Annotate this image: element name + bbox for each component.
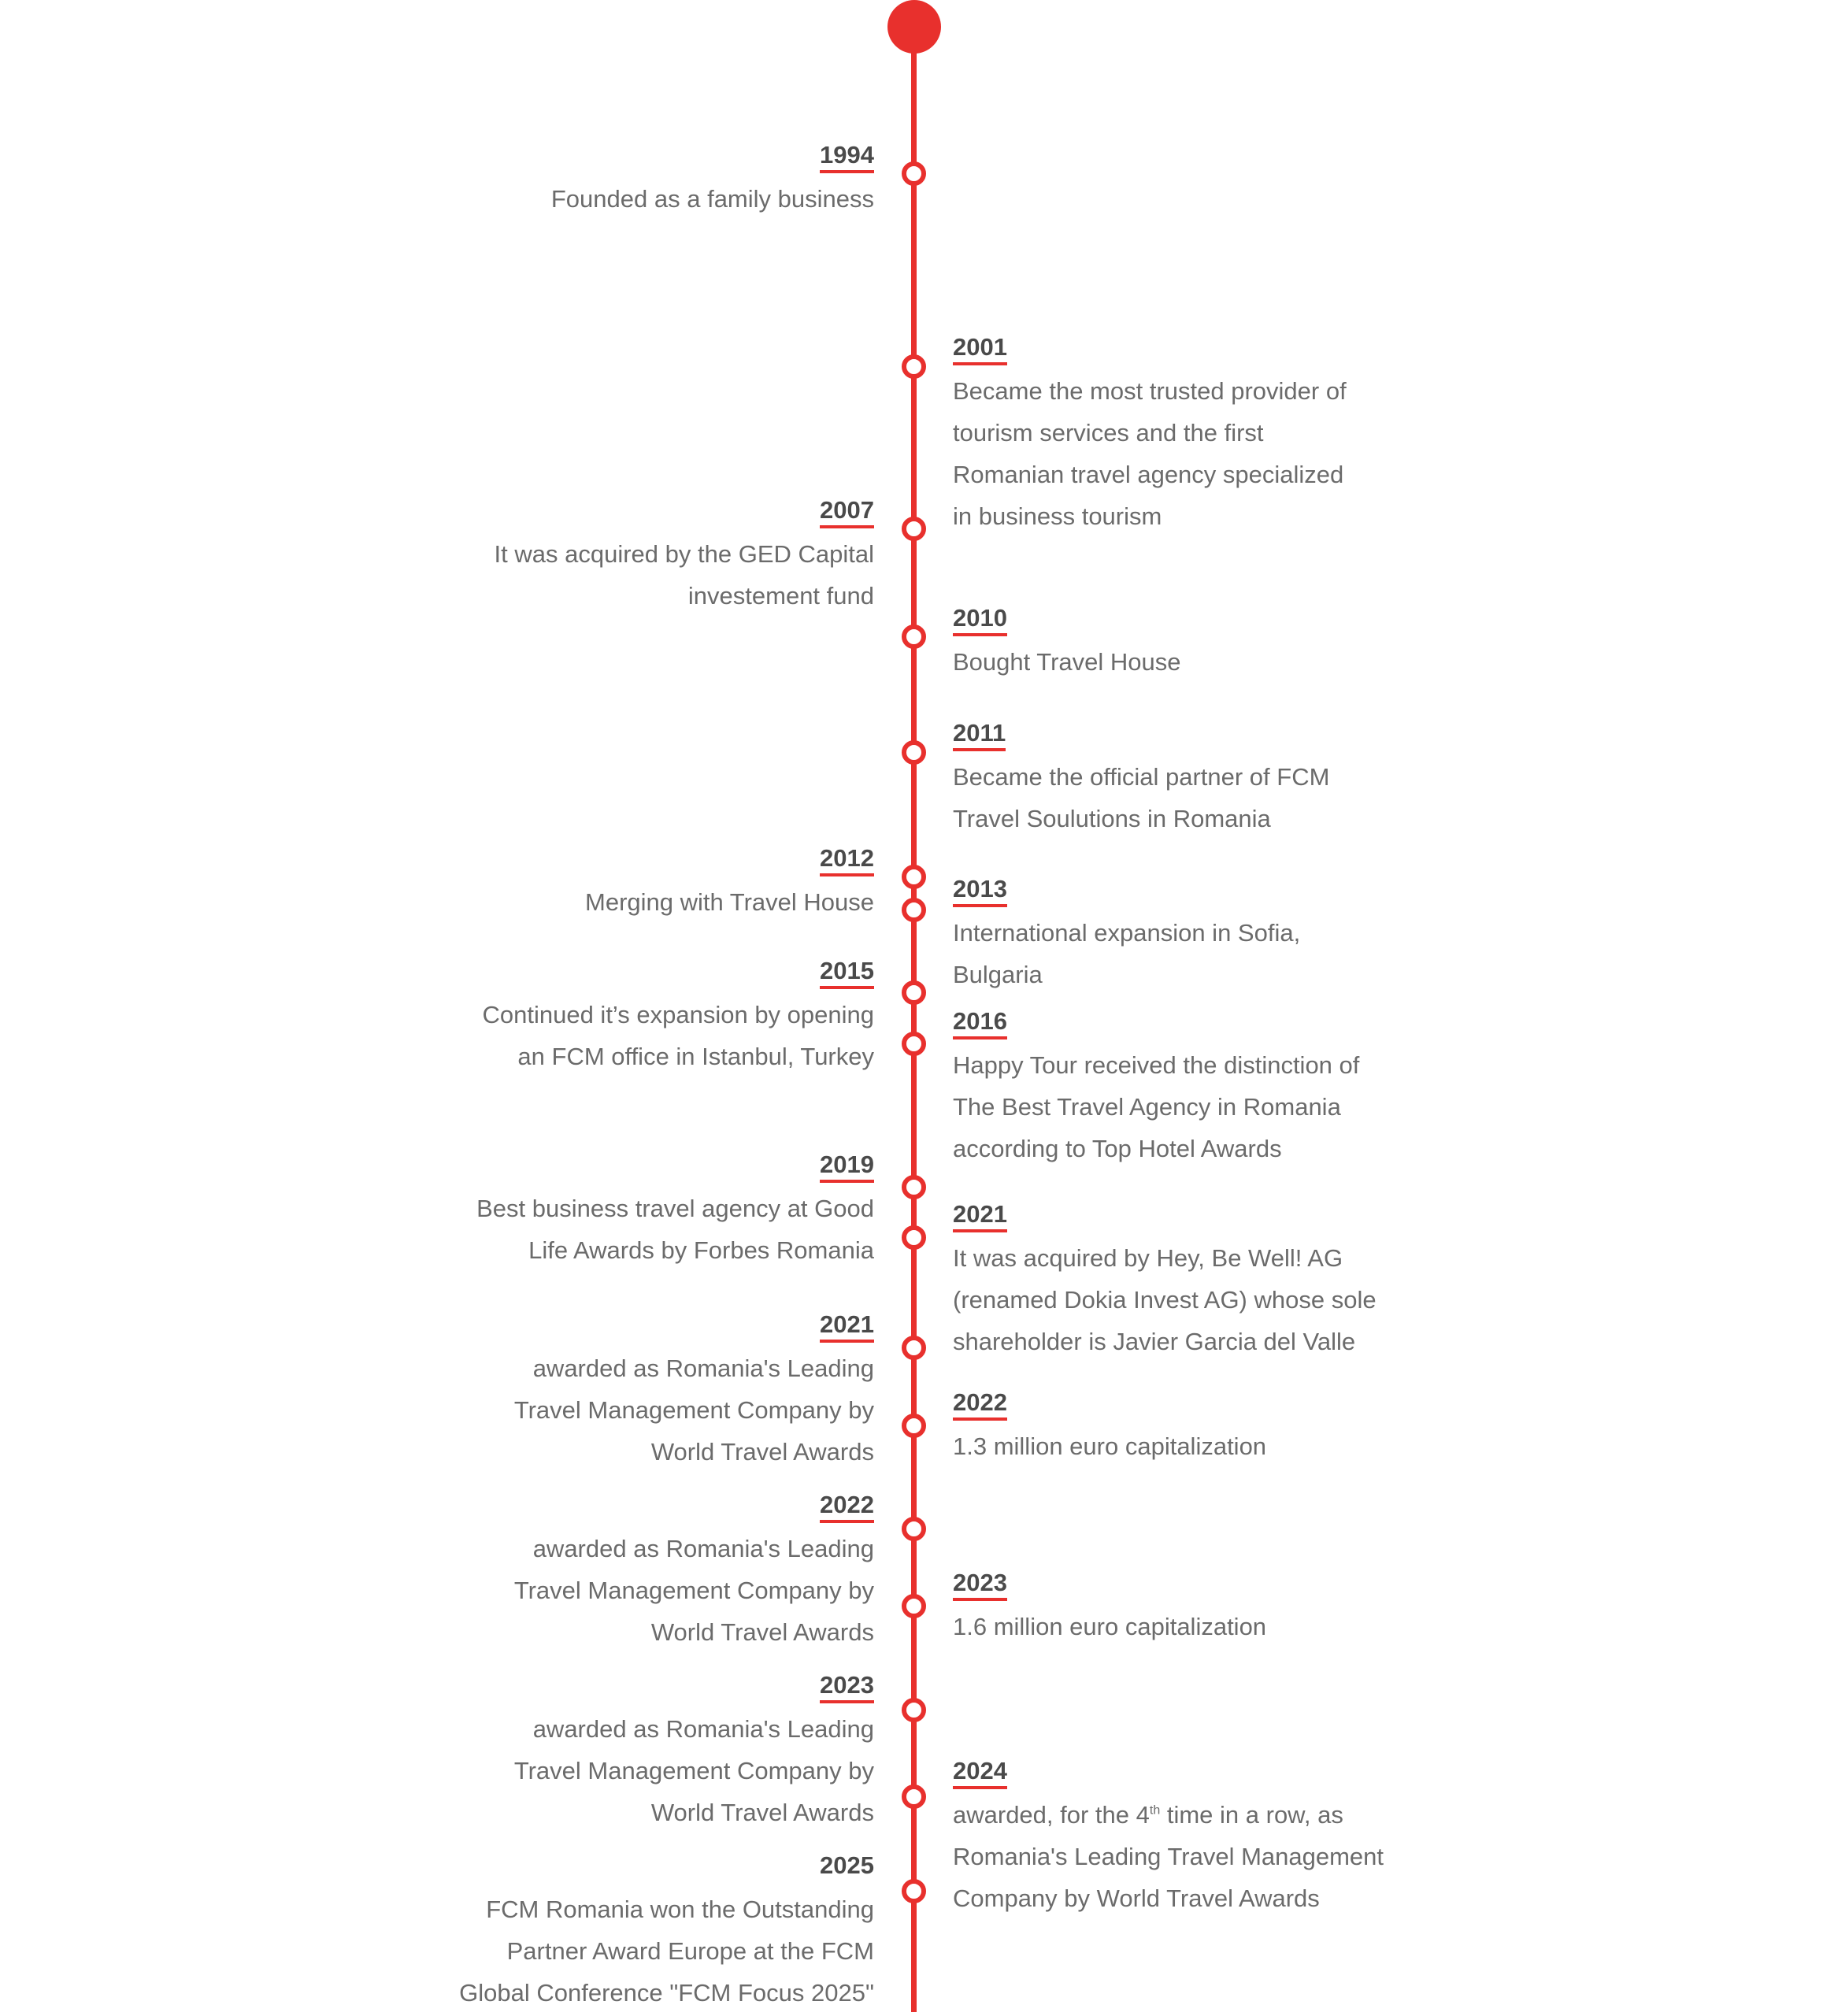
- timeline-marker-2023-left: [902, 1698, 926, 1722]
- event-description: Best business travel agency at Good Life…: [476, 1195, 874, 1264]
- event-description: Became the official partner of FCM Trave…: [953, 763, 1330, 832]
- event-description: awarded, for the 4th time in a row, as R…: [953, 1794, 1441, 1919]
- year-label: 2022: [820, 1492, 874, 1523]
- year-label: 2023: [820, 1672, 874, 1703]
- event-description: 1.6 million euro capitalization: [953, 1613, 1267, 1640]
- year-label: 2021: [820, 1311, 874, 1343]
- timeline-entry-1994: 1994 Founded as a family business: [386, 142, 874, 220]
- event-description: Bought Travel House: [953, 648, 1181, 676]
- timeline-entry-2021-right: 2021 It was acquired by Hey, Be Well! AG…: [953, 1201, 1441, 1362]
- timeline-entry-2019: 2019 Best business travel agency at Good…: [386, 1151, 874, 1271]
- timeline-marker-2021-right: [902, 1225, 926, 1250]
- timeline-entry-2001: 2001 Became the most trusted provider of…: [953, 334, 1441, 537]
- year-label: 2010: [953, 605, 1007, 636]
- event-description-part: awarded, for the 4: [953, 1801, 1150, 1829]
- timeline-marker-2022-right: [902, 1414, 926, 1438]
- timeline-marker-2015: [902, 980, 926, 1005]
- year-label: 2019: [820, 1151, 874, 1183]
- timeline-marker-2007: [902, 517, 926, 541]
- year-label: 2016: [953, 1008, 1007, 1040]
- event-description: It was acquired by the GED Capital inves…: [494, 540, 874, 610]
- timeline-marker-2001: [902, 354, 926, 379]
- year-label: 2001: [953, 334, 1007, 365]
- event-description: Founded as a family business: [550, 185, 874, 213]
- timeline-entry-2015: 2015 Continued it’s expansion by opening…: [386, 958, 874, 1077]
- timeline-entry-2021-left: 2021 awarded as Romania's Leading Travel…: [386, 1311, 874, 1473]
- ordinal-suffix: th: [1149, 1803, 1161, 1818]
- year-label: 2011: [953, 720, 1006, 751]
- year-label: 2024: [953, 1758, 1007, 1789]
- timeline-entry-2013: 2013 International expansion in Sofia, B…: [953, 876, 1441, 995]
- event-description: FCM Romania won the Outstanding Partner …: [459, 1896, 874, 2007]
- timeline-entry-2023-left: 2023 awarded as Romania's Leading Travel…: [386, 1672, 874, 1833]
- timeline-marker-2023-right: [902, 1594, 926, 1618]
- timeline-entry-2023-right: 2023 1.6 million euro capitalization: [953, 1569, 1441, 1647]
- year-label: 2023: [953, 1569, 1007, 1601]
- event-description: International expansion in Sofia, Bulgar…: [953, 919, 1301, 988]
- timeline-marker-2019: [902, 1175, 926, 1199]
- year-label: 1994: [820, 142, 874, 173]
- timeline-entry-2010: 2010 Bought Travel House: [953, 605, 1441, 683]
- year-label: 2022: [953, 1389, 1007, 1421]
- timeline-start-dot: [887, 0, 941, 54]
- event-description: Happy Tour received the distinction of T…: [953, 1051, 1360, 1162]
- year-label: 2013: [953, 876, 1007, 907]
- year-label: 2012: [820, 845, 874, 876]
- timeline-marker-2016: [902, 1032, 926, 1056]
- timeline-entry-2024: 2024 awarded, for the 4th time in a row,…: [953, 1758, 1441, 1919]
- year-label: 2021: [953, 1201, 1007, 1232]
- timeline-entry-2012: 2012 Merging with Travel House: [386, 845, 874, 923]
- timeline-marker-2025: [902, 1879, 926, 1903]
- timeline-entry-2022-right: 2022 1.3 million euro capitalization: [953, 1389, 1441, 1467]
- event-description-part: time in a row, as Romania's Leading Trav…: [953, 1801, 1384, 1912]
- event-description: Merging with Travel House: [585, 888, 874, 916]
- year-label: 2025: [820, 1851, 874, 1879]
- timeline-entry-2011: 2011 Became the official partner of FCM …: [953, 720, 1441, 839]
- timeline-entry-2016: 2016 Happy Tour received the distinction…: [953, 1008, 1441, 1169]
- timeline-marker-2010: [902, 624, 926, 649]
- event-description: awarded as Romania's Leading Travel Mana…: [513, 1715, 874, 1826]
- timeline-marker-2013: [902, 898, 926, 922]
- event-description: awarded as Romania's Leading Travel Mana…: [513, 1535, 874, 1646]
- event-description: Continued it’s expansion by opening an F…: [482, 1001, 874, 1070]
- timeline-entry-2022-left: 2022 awarded as Romania's Leading Travel…: [386, 1492, 874, 1653]
- event-description: It was acquired by Hey, Be Well! AG (ren…: [953, 1244, 1377, 1355]
- timeline-entry-2007: 2007 It was acquired by the GED Capital …: [386, 497, 874, 617]
- timeline-marker-1994: [902, 161, 926, 186]
- event-description: awarded as Romania's Leading Travel Mana…: [513, 1354, 874, 1466]
- event-description: 1.3 million euro capitalization: [953, 1432, 1267, 1460]
- timeline-marker-2024: [902, 1784, 926, 1809]
- timeline-axis-line: [911, 24, 917, 2012]
- timeline-marker-2022-left: [902, 1517, 926, 1541]
- year-label: 2007: [820, 497, 874, 528]
- timeline-entry-2025: 2025 FCM Romania won the Outstanding Par…: [386, 1852, 874, 2014]
- timeline-marker-2011: [902, 740, 926, 765]
- timeline-marker-2021-left: [902, 1336, 926, 1360]
- event-description: Became the most trusted provider of tour…: [953, 377, 1347, 530]
- timeline-marker-2012: [902, 865, 926, 889]
- year-label: 2015: [820, 958, 874, 989]
